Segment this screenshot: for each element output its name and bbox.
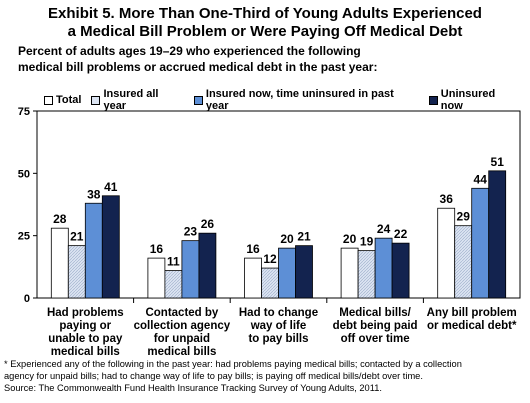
- category-label: Medical bills/debt being paid off over ti…: [333, 307, 418, 345]
- bar-value-label: 41: [104, 180, 118, 194]
- category-label: Had problems paying or unable to pay medica…: [47, 307, 124, 358]
- bar-value-label: 11: [167, 255, 180, 269]
- chart-subtitle-line-2: medical bill problems or accrued medical…: [18, 60, 378, 74]
- bar-value-label: 20: [343, 232, 357, 246]
- footnote-line-2: agency for unpaid bills; had to change w…: [4, 371, 423, 381]
- bar-insured-all-year: [454, 225, 473, 299]
- y-tick-label: 0: [24, 293, 30, 305]
- footnote-line-1: * Experienced any of the following in th…: [4, 359, 462, 369]
- legend-label-insured-now: Insured now, time uninsured in past year: [205, 88, 394, 112]
- bar-insured-all-year: [164, 270, 183, 299]
- chart-title: Exhibit 5. More Than One-Third of Young …: [0, 5, 530, 41]
- bar-value-label: 44: [474, 172, 488, 186]
- legend-swatch-insured-now: [193, 95, 203, 105]
- bar-uninsured-now: [295, 245, 313, 299]
- legend-item-uninsured-now: Uninsured now: [428, 88, 520, 112]
- bar-insured-all-year: [357, 250, 376, 299]
- chart-subtitle: Percent of adults ages 19–29 who experie…: [18, 43, 518, 75]
- source-note: Source: The Commonwealth Fund Health Ins…: [4, 383, 382, 393]
- legend-label-total: Total: [56, 94, 82, 106]
- bar-total: [244, 257, 262, 299]
- bar-insured-now: [181, 240, 200, 299]
- legend-label-insured-all-year: Insured all year: [103, 88, 159, 112]
- bar-uninsured-now: [488, 170, 507, 299]
- category-label: Any bill problem or medical debt*: [427, 307, 517, 332]
- y-tick-label: 75: [18, 106, 30, 118]
- bar-value-label: 16: [150, 242, 164, 256]
- bar-value-label: 26: [201, 217, 215, 231]
- bar-value-label: 12: [263, 252, 277, 266]
- bar-value-label: 19: [360, 235, 374, 249]
- bar-value-label: 22: [394, 227, 408, 241]
- legend-swatch-insured-all-year: [91, 95, 101, 105]
- bar-value-label: 29: [457, 210, 471, 224]
- bar-value-label: 36: [440, 192, 454, 206]
- bar-value-label: 21: [297, 230, 311, 244]
- bar-insured-all-year: [261, 267, 279, 299]
- y-tick-label: 50: [18, 168, 30, 180]
- bar-insured-now: [471, 187, 490, 299]
- bar-value-label: 28: [53, 212, 67, 226]
- bar-uninsured-now: [391, 242, 410, 299]
- legend-item-total: Total: [44, 94, 81, 106]
- bar-value-label: 24: [377, 222, 391, 236]
- bar-uninsured-now: [198, 232, 217, 299]
- bar-insured-now: [278, 247, 296, 299]
- bar-insured-now: [84, 202, 103, 299]
- bar-insured-all-year: [67, 245, 86, 299]
- legend-item-insured-now: Insured now, time uninsured in past year: [193, 88, 419, 112]
- bar-value-label: 23: [184, 225, 198, 239]
- bar-total: [437, 207, 456, 299]
- legend-swatch-total: [44, 95, 53, 105]
- bar-value-label: 21: [70, 230, 84, 244]
- category-label: Had to change way of life to pay bills: [239, 307, 318, 345]
- chart-title-line-1: Exhibit 5. More Than One-Third of Young …: [48, 5, 482, 22]
- bar-uninsured-now: [101, 195, 120, 299]
- bar-total: [340, 247, 359, 299]
- legend-label-uninsured-now: Uninsured now: [440, 88, 496, 112]
- bar-value-label: 20: [280, 232, 294, 246]
- chart-title-line-2: a Medical Bill Problem or Were Paying Of…: [67, 23, 463, 40]
- category-label: Contacted by collection agency for unpaid m…: [134, 307, 231, 358]
- bar-value-label: 16: [246, 242, 260, 256]
- bar-value-label: 38: [87, 187, 101, 201]
- legend-swatch-uninsured-now: [428, 95, 438, 105]
- legend: Total Insured all year Insured now, time…: [44, 88, 530, 112]
- bar-insured-now: [374, 237, 393, 299]
- bar-total: [50, 227, 69, 299]
- chart-subtitle-line-1: Percent of adults ages 19–29 who experie…: [18, 44, 361, 58]
- bar-value-label: 51: [491, 155, 505, 169]
- footnote: * Experienced any of the following in th…: [4, 358, 524, 394]
- y-tick-label: 25: [18, 231, 30, 243]
- legend-item-insured-all-year: Insured all year: [91, 88, 183, 112]
- bar-total: [147, 257, 166, 299]
